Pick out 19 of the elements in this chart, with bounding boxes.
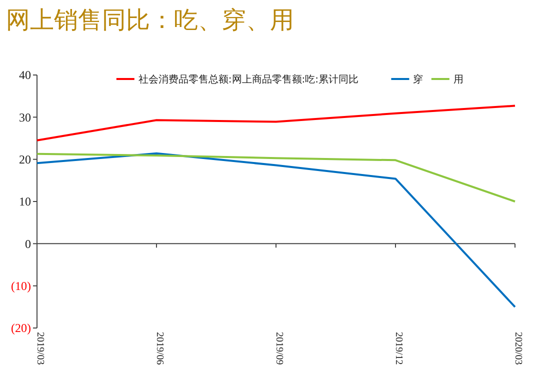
x-tick-label: 2019/06 xyxy=(154,332,165,365)
y-tick-label: 20 xyxy=(19,152,31,167)
y-tick-label: 30 xyxy=(19,110,31,124)
y-tick-label: 10 xyxy=(19,194,31,209)
y-tick-label: 40 xyxy=(19,68,31,82)
x-tick-label: 2019/12 xyxy=(393,332,404,365)
x-tick-label: 2019/09 xyxy=(274,332,284,365)
y-tick-label: (10) xyxy=(11,279,31,294)
legend-label: 用 xyxy=(453,74,464,86)
y-tick-label: (20) xyxy=(11,321,31,336)
line-series xyxy=(36,152,516,308)
legend-label: 穿 xyxy=(413,74,424,86)
line-series xyxy=(36,152,516,202)
x-tick-label: 2019/03 xyxy=(34,332,46,365)
legend-label: 社会消费品零售总额:网上商品零售额:吃:累计同比 xyxy=(138,74,359,86)
y-tick-label: 0 xyxy=(25,236,31,251)
chart-title: 网上销售同比：吃、穿、用 xyxy=(6,6,294,34)
line-series xyxy=(36,104,516,142)
x-tick-label: 2020/03 xyxy=(512,332,524,365)
